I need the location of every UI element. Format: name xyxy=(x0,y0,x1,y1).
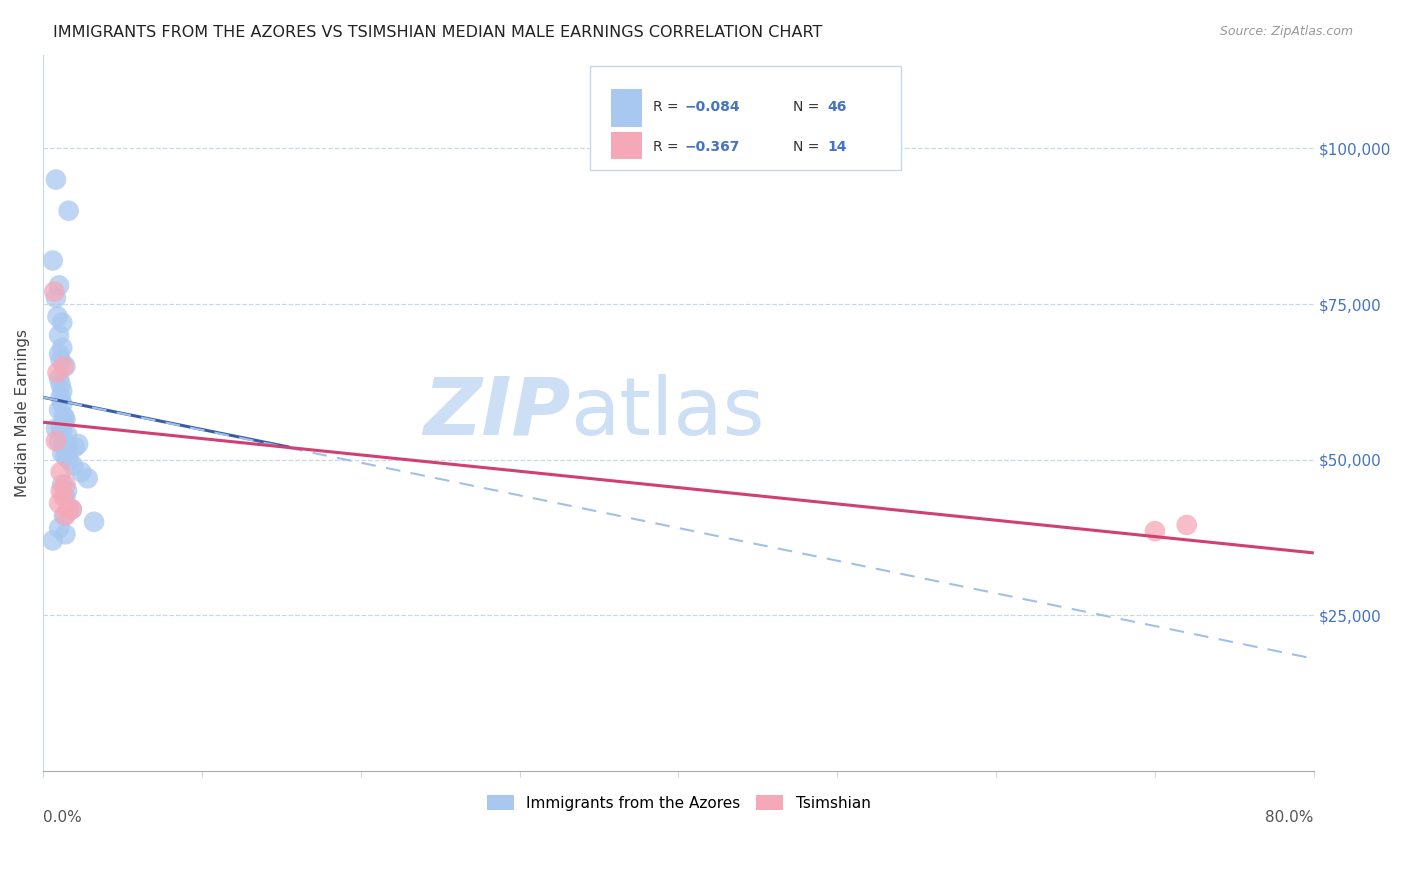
Point xyxy=(55,443,77,458)
Point xyxy=(67,437,90,451)
Point xyxy=(58,502,80,516)
Text: N =: N = xyxy=(793,140,824,153)
Point xyxy=(49,465,72,479)
Text: ZIP: ZIP xyxy=(423,374,571,452)
Text: N =: N = xyxy=(793,101,824,114)
Point xyxy=(83,515,105,529)
Point xyxy=(52,490,75,504)
Point xyxy=(1143,524,1166,538)
Point xyxy=(1175,517,1198,532)
Point xyxy=(55,359,77,374)
Point xyxy=(48,328,70,343)
Text: R =: R = xyxy=(652,101,683,114)
Point xyxy=(49,378,72,392)
Point xyxy=(63,440,86,454)
FancyBboxPatch shape xyxy=(589,66,901,169)
Text: −0.084: −0.084 xyxy=(685,101,741,114)
Point xyxy=(49,390,72,404)
Text: 80.0%: 80.0% xyxy=(1265,810,1313,825)
Point xyxy=(56,440,79,454)
Text: atlas: atlas xyxy=(571,374,765,452)
Text: R =: R = xyxy=(652,140,683,153)
Point xyxy=(56,427,79,442)
Point xyxy=(55,477,77,491)
Text: −0.367: −0.367 xyxy=(685,140,740,153)
Point xyxy=(52,415,75,429)
Point xyxy=(45,421,67,435)
Point xyxy=(46,366,69,380)
Point xyxy=(55,450,77,464)
Point xyxy=(49,421,72,435)
FancyBboxPatch shape xyxy=(612,89,641,127)
Point xyxy=(58,452,80,467)
Point xyxy=(52,359,75,374)
Point xyxy=(55,508,77,523)
Point xyxy=(60,502,83,516)
Point xyxy=(45,434,67,448)
Point xyxy=(48,347,70,361)
Point xyxy=(62,458,84,473)
Point xyxy=(52,437,75,451)
Point xyxy=(48,278,70,293)
Point xyxy=(51,425,73,439)
Point xyxy=(45,172,67,186)
Point xyxy=(56,483,79,498)
Point xyxy=(45,291,67,305)
Point xyxy=(58,203,80,218)
Point xyxy=(52,409,75,423)
Point xyxy=(55,527,77,541)
Point xyxy=(48,434,70,448)
Point xyxy=(49,353,72,368)
Point xyxy=(55,490,77,504)
Point xyxy=(48,496,70,510)
Point xyxy=(46,310,69,324)
Text: 14: 14 xyxy=(827,140,846,153)
Point xyxy=(48,372,70,386)
Point xyxy=(49,483,72,498)
Point xyxy=(52,508,75,523)
Point xyxy=(51,384,73,399)
Point xyxy=(51,446,73,460)
Point xyxy=(41,253,63,268)
Point xyxy=(76,471,98,485)
FancyBboxPatch shape xyxy=(612,132,641,159)
Point xyxy=(41,533,63,548)
Point xyxy=(51,396,73,410)
Point xyxy=(70,465,93,479)
Point xyxy=(60,502,83,516)
Point xyxy=(51,316,73,330)
Point xyxy=(48,402,70,417)
Point xyxy=(55,412,77,426)
Y-axis label: Median Male Earnings: Median Male Earnings xyxy=(15,329,30,497)
Point xyxy=(48,521,70,535)
Point xyxy=(51,341,73,355)
Point xyxy=(44,285,66,299)
Text: 0.0%: 0.0% xyxy=(44,810,82,825)
Text: Source: ZipAtlas.com: Source: ZipAtlas.com xyxy=(1219,25,1353,38)
Text: IMMIGRANTS FROM THE AZORES VS TSIMSHIAN MEDIAN MALE EARNINGS CORRELATION CHART: IMMIGRANTS FROM THE AZORES VS TSIMSHIAN … xyxy=(53,25,823,40)
Point xyxy=(51,477,73,491)
Text: 46: 46 xyxy=(827,101,846,114)
Legend: Immigrants from the Azores, Tsimshian: Immigrants from the Azores, Tsimshian xyxy=(481,789,876,817)
